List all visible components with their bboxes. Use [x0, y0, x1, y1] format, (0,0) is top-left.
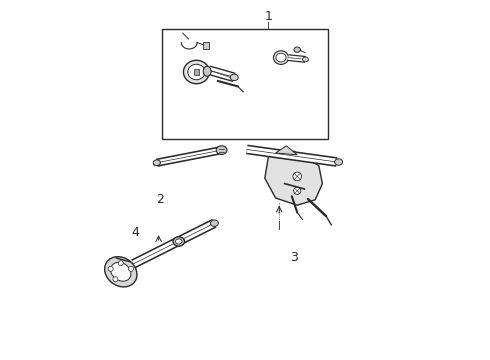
- Ellipse shape: [153, 160, 160, 166]
- Ellipse shape: [188, 64, 205, 80]
- Ellipse shape: [111, 262, 131, 281]
- Text: 1: 1: [265, 10, 272, 23]
- Ellipse shape: [294, 47, 300, 53]
- Polygon shape: [275, 146, 297, 155]
- Circle shape: [108, 266, 113, 271]
- Text: 4: 4: [131, 226, 139, 239]
- Ellipse shape: [175, 239, 182, 244]
- Bar: [203, 42, 209, 49]
- Ellipse shape: [210, 220, 219, 226]
- Polygon shape: [265, 151, 322, 205]
- Circle shape: [118, 261, 123, 266]
- Ellipse shape: [276, 53, 286, 62]
- Text: 2: 2: [156, 193, 164, 206]
- Ellipse shape: [273, 51, 289, 64]
- Bar: [194, 69, 199, 75]
- Ellipse shape: [335, 159, 343, 165]
- Ellipse shape: [230, 74, 238, 81]
- Ellipse shape: [183, 60, 209, 84]
- Bar: [162, 29, 328, 139]
- Circle shape: [113, 277, 118, 282]
- Circle shape: [128, 266, 133, 271]
- Ellipse shape: [203, 66, 211, 76]
- Circle shape: [293, 172, 301, 181]
- Text: 3: 3: [290, 251, 297, 264]
- Circle shape: [294, 187, 301, 194]
- Ellipse shape: [173, 237, 185, 246]
- Ellipse shape: [216, 146, 227, 154]
- Ellipse shape: [303, 57, 308, 62]
- Ellipse shape: [105, 257, 137, 287]
